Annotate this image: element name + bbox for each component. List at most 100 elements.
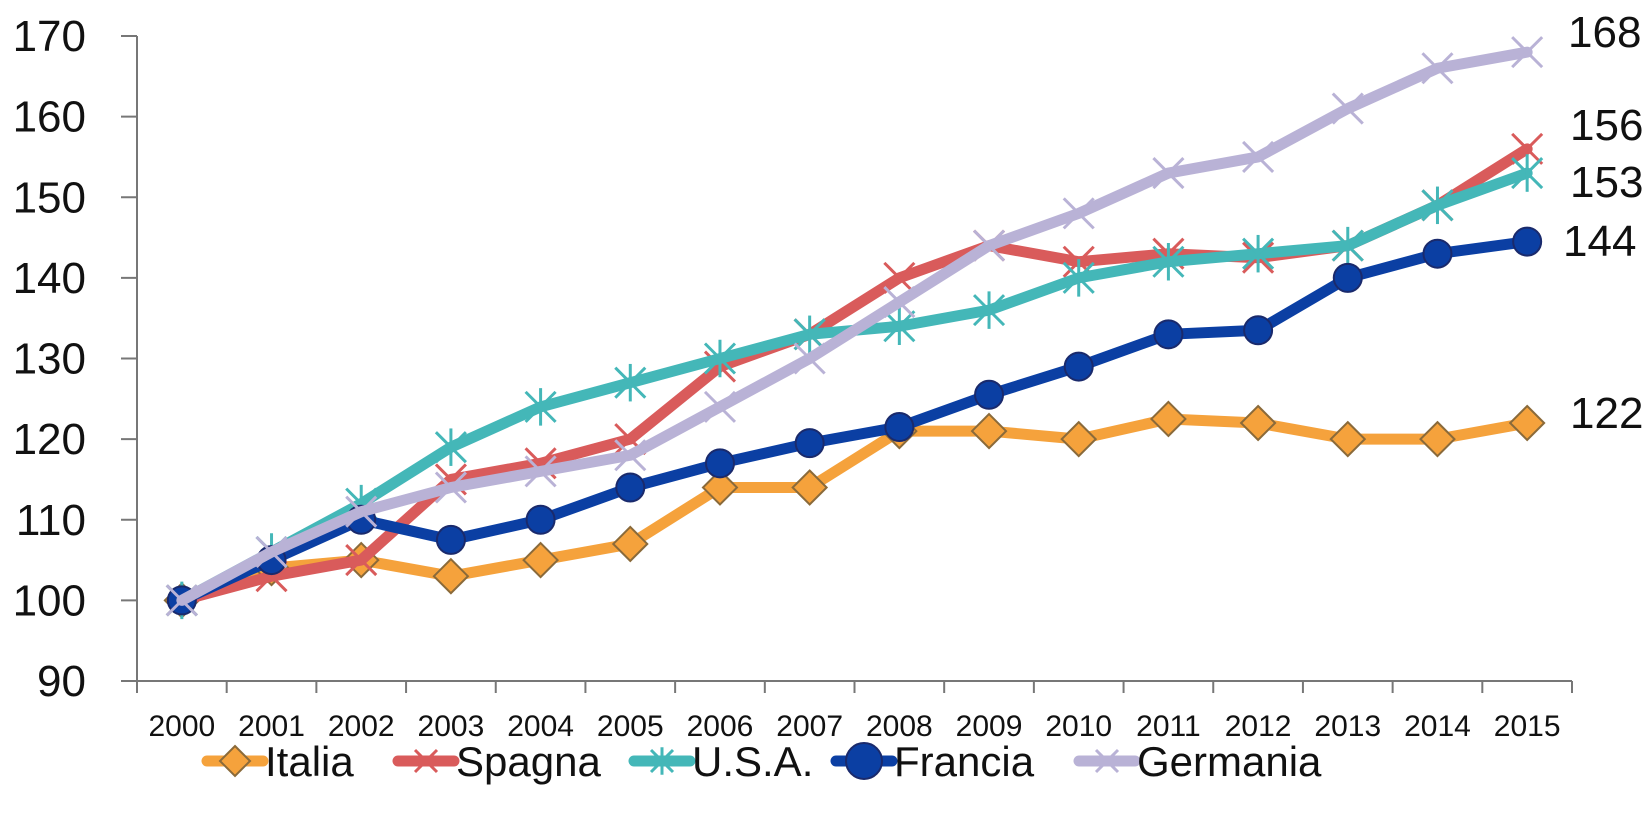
data-point	[1508, 404, 1546, 442]
axes: 90 100 110 120 130 140 150 160 170 2000 2001 2002 20…	[13, 12, 1573, 743]
data-point	[1421, 186, 1454, 225]
data-point	[1419, 420, 1456, 458]
y-tick-label: 150	[13, 173, 86, 222]
data-point	[793, 315, 826, 354]
data-point	[703, 339, 737, 378]
data-point	[845, 742, 883, 780]
legend-item-u-s-a: U.S.A.	[628, 738, 813, 785]
series-line	[176, 46, 1533, 606]
data-point	[884, 412, 915, 443]
data-point	[1422, 238, 1453, 269]
data-point	[434, 471, 467, 504]
x-tick-label: 2001	[238, 710, 305, 743]
data-point	[972, 291, 1006, 329]
x-tick-label: 2015	[1494, 710, 1561, 743]
data-point	[522, 541, 560, 579]
data-point	[972, 229, 1006, 262]
series-line	[176, 413, 1533, 606]
y-tick-label: 160	[13, 93, 86, 142]
x-tick-label: 2002	[328, 710, 395, 743]
legend-item-spagna: Spagna	[392, 738, 601, 785]
data-point	[1239, 404, 1277, 442]
data-point	[435, 524, 466, 555]
data-point	[1094, 748, 1120, 774]
data-point	[1062, 259, 1095, 297]
data-point	[703, 390, 737, 423]
x-tick-label: 2012	[1225, 710, 1292, 743]
x-tick-label: 2010	[1045, 710, 1112, 743]
data-point	[1512, 226, 1543, 257]
x-tick-label: 2011	[1136, 710, 1201, 743]
y-tick-label: 90	[37, 657, 86, 706]
y-tick-label: 110	[16, 496, 86, 545]
series-germania	[165, 36, 1544, 617]
legend: Italia Spagna U.S.A. Francia Germania	[201, 738, 1322, 785]
data-point	[974, 379, 1005, 410]
y-tick-label: 130	[13, 335, 86, 384]
legend-label: Italia	[265, 738, 354, 785]
series-layer	[163, 36, 1546, 620]
data-point	[1329, 420, 1367, 458]
data-point	[614, 439, 647, 472]
end-label-francia: 144	[1563, 217, 1636, 266]
end-labels: 168 156 153 144 122	[1563, 8, 1643, 438]
data-point	[1332, 262, 1363, 293]
end-label-germania: 168	[1568, 8, 1641, 57]
data-point	[1153, 319, 1184, 350]
legend-item-italia: Italia	[201, 738, 354, 785]
data-point	[413, 748, 439, 774]
series-spagna	[165, 132, 1544, 617]
y-tick-label: 170	[13, 12, 86, 61]
y-tick-label: 120	[13, 415, 86, 464]
x-tick-label: 2007	[776, 710, 843, 743]
data-point	[1062, 197, 1095, 230]
data-point	[434, 428, 467, 466]
data-point	[1331, 92, 1364, 125]
data-point	[1511, 36, 1544, 69]
data-point	[1511, 132, 1544, 165]
data-point	[1511, 154, 1544, 192]
data-point	[614, 363, 647, 402]
data-point	[1152, 243, 1185, 281]
legend-item-francia: Francia	[830, 738, 1035, 785]
data-point	[432, 557, 470, 595]
data-point	[1331, 226, 1364, 265]
x-tick-label: 2009	[956, 710, 1023, 743]
y-tick-label: 140	[13, 254, 86, 303]
data-point	[883, 307, 916, 345]
legend-label: Francia	[894, 738, 1035, 785]
data-point	[1242, 140, 1275, 173]
data-point	[255, 535, 288, 569]
data-point	[524, 388, 557, 426]
data-point	[1149, 400, 1187, 438]
x-tick-label: 2008	[866, 710, 933, 743]
data-point	[345, 544, 378, 577]
legend-item-germania: Germania	[1073, 738, 1322, 785]
series-line	[176, 236, 1533, 606]
data-point	[615, 472, 646, 503]
legend-label: Spagna	[456, 738, 601, 785]
data-point	[649, 747, 675, 775]
x-tick-label: 2013	[1314, 710, 1381, 743]
data-point	[1421, 52, 1454, 85]
data-point	[793, 342, 826, 375]
end-label-italia: 122	[1570, 389, 1643, 438]
x-tick-label: 2006	[687, 710, 754, 743]
legend-label: U.S.A.	[692, 738, 813, 785]
data-point	[794, 428, 825, 459]
x-tick-label: 2014	[1404, 710, 1471, 743]
data-point	[701, 469, 739, 506]
data-point	[1063, 351, 1094, 382]
x-tick-label: 2000	[148, 710, 215, 743]
data-point	[1242, 234, 1275, 273]
x-tick-label: 2004	[507, 710, 574, 743]
data-point	[345, 495, 378, 528]
data-point	[165, 584, 198, 617]
end-label-spagna: 156	[1570, 101, 1643, 150]
data-point	[1243, 315, 1274, 346]
data-point	[883, 261, 916, 294]
data-point	[1152, 157, 1185, 190]
data-point	[218, 744, 252, 778]
end-label-usa: 153	[1570, 158, 1643, 207]
data-point	[611, 525, 649, 563]
